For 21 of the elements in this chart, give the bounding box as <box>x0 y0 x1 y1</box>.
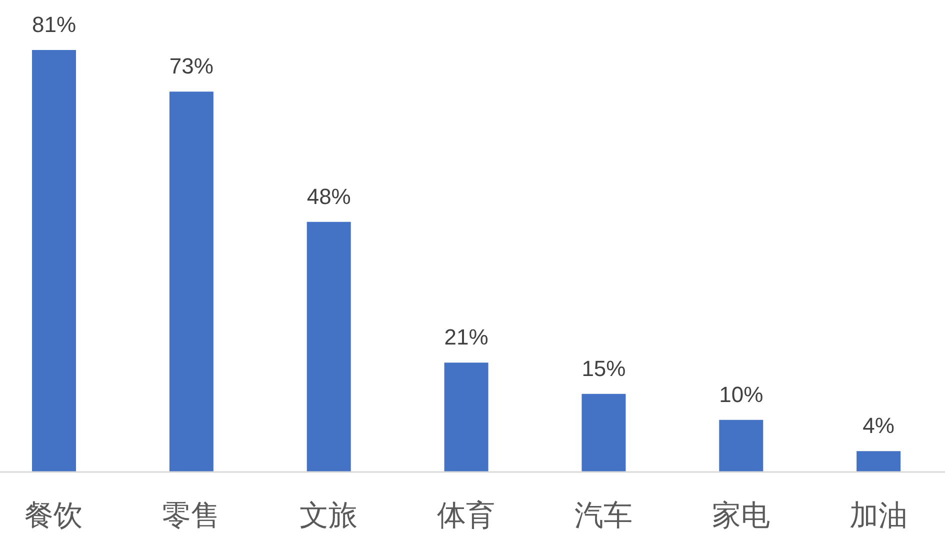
x-tick-label: 文旅 <box>300 500 358 532</box>
data-label: 4% <box>862 413 894 438</box>
bar <box>582 394 626 472</box>
bar <box>719 420 764 472</box>
x-tick-label: 餐饮 <box>24 500 83 532</box>
x-tick-label: 零售 <box>162 500 220 532</box>
bar <box>306 222 351 472</box>
bar <box>32 50 76 472</box>
data-label: 73% <box>169 54 214 79</box>
data-label: 81% <box>32 12 76 37</box>
x-tick-label: 汽车 <box>574 500 632 532</box>
data-label: 15% <box>582 356 626 381</box>
data-label: 21% <box>444 324 488 350</box>
bar <box>169 92 214 472</box>
x-tick-label: 家电 <box>712 500 770 532</box>
bar <box>856 451 901 472</box>
data-label: 48% <box>306 184 351 209</box>
x-tick-label: 加油 <box>849 500 908 532</box>
x-tick-label: 体育 <box>437 499 495 532</box>
data-label: 10% <box>719 382 764 407</box>
bar <box>444 362 488 472</box>
